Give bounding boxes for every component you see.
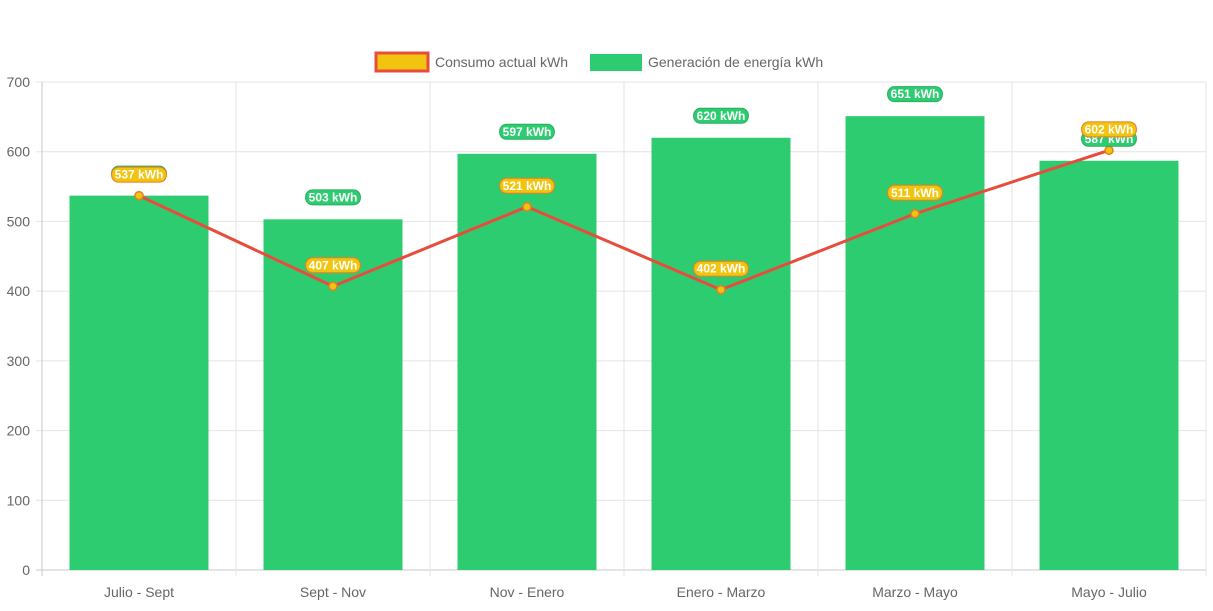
bar-value-label: 503 kWh bbox=[305, 189, 361, 206]
x-tick-label: Julio - Sept bbox=[104, 584, 174, 600]
legend-swatch-generacion bbox=[590, 54, 642, 71]
grid bbox=[36, 81, 1207, 576]
line-value-label: 511 kWh bbox=[887, 184, 943, 201]
x-tick-label: Marzo - Mayo bbox=[872, 584, 958, 600]
line-value-label: 402 kWh bbox=[693, 260, 749, 277]
y-tick-label: 500 bbox=[7, 213, 31, 229]
legend-item-generacion[interactable]: Generación de energía kWh bbox=[590, 54, 823, 71]
line-value-label-text: 521 kWh bbox=[503, 179, 552, 193]
y-tick-label: 600 bbox=[7, 144, 31, 160]
legend-item-consumo[interactable]: Consumo actual kWh bbox=[374, 51, 568, 73]
line-value-label-text: 537 kWh bbox=[115, 168, 164, 182]
line-point[interactable] bbox=[328, 281, 338, 292]
bar[interactable] bbox=[1039, 160, 1179, 570]
legend: Consumo actual kWh Generación de energía… bbox=[374, 51, 823, 73]
consumo-line bbox=[138, 148, 1110, 292]
bar[interactable] bbox=[69, 195, 209, 571]
bar-series bbox=[69, 116, 1179, 571]
line-point[interactable] bbox=[716, 284, 726, 295]
bar[interactable] bbox=[651, 137, 791, 570]
legend-swatch-consumo bbox=[374, 51, 430, 73]
line-value-label-text: 402 kWh bbox=[697, 262, 746, 276]
bar-value-label: 620 kWh bbox=[693, 107, 749, 124]
y-tick-label: 100 bbox=[7, 492, 31, 508]
line-point[interactable] bbox=[1104, 145, 1114, 156]
line-point[interactable] bbox=[134, 190, 144, 201]
x-tick-label: Sept - Nov bbox=[300, 584, 366, 600]
x-axis: Julio - Sept Sept - Nov Nov - Enero Enero -… bbox=[104, 584, 1147, 600]
bar-value-label-text: 503 kWh bbox=[309, 190, 358, 204]
bar-value-label-bg bbox=[887, 86, 943, 103]
bar-value-label-text: 597 kWh bbox=[503, 125, 552, 139]
x-tick-label: Enero - Marzo bbox=[677, 584, 766, 600]
bar-value-label-bg bbox=[499, 123, 555, 140]
legend-label-consumo: Consumo actual kWh bbox=[435, 54, 568, 70]
bar-value-label: 597 kWh bbox=[499, 123, 555, 140]
line-point[interactable] bbox=[910, 209, 920, 219]
line-value-label-bg bbox=[111, 166, 167, 183]
line-value-label-text: 602 kWh bbox=[1085, 122, 1134, 136]
bar-value-label: 651 kWh bbox=[887, 86, 943, 103]
bar[interactable] bbox=[457, 153, 597, 570]
bar-value-label-bg bbox=[693, 107, 749, 124]
y-tick-label: 200 bbox=[7, 423, 31, 439]
bar[interactable] bbox=[263, 219, 403, 570]
y-tick-label: 400 bbox=[7, 283, 31, 299]
line-value-label: 537 kWh bbox=[111, 166, 167, 183]
line-value-label: 407 kWh bbox=[305, 257, 361, 274]
y-tick-label: 300 bbox=[7, 353, 31, 369]
line-value-label-bg bbox=[887, 184, 943, 201]
line-value-label-text: 407 kWh bbox=[309, 258, 358, 272]
y-tick-label: 700 bbox=[7, 74, 31, 90]
line-value-label-bg bbox=[305, 257, 361, 274]
line-point[interactable] bbox=[522, 202, 532, 212]
bar-value-label-bg bbox=[305, 189, 361, 206]
line-series bbox=[134, 145, 1114, 295]
line-value-label-bg bbox=[1081, 121, 1137, 138]
x-tick-label: Nov - Enero bbox=[490, 584, 565, 600]
line-value-label: 521 kWh bbox=[499, 177, 555, 194]
line-value-label-bg bbox=[499, 177, 555, 194]
line-value-label-bg bbox=[693, 260, 749, 277]
line-data-labels: 537 kWh 407 kWh 521 kWh 402 kWh 511 kWh 602 k… bbox=[111, 121, 1137, 277]
legend-label-generacion: Generación de energía kWh bbox=[648, 54, 823, 70]
y-axis: 0 100 200 300 400 500 600 700 bbox=[7, 74, 31, 578]
line-value-label: 602 kWh bbox=[1081, 121, 1137, 138]
bar-value-label-text: 620 kWh bbox=[697, 109, 746, 123]
line-value-label-text: 511 kWh bbox=[891, 186, 939, 200]
x-tick-label: Mayo - Julio bbox=[1071, 584, 1147, 600]
y-tick-label: 0 bbox=[22, 562, 30, 578]
bar[interactable] bbox=[845, 116, 985, 570]
bar-value-label-text: 651 kWh bbox=[891, 87, 940, 101]
